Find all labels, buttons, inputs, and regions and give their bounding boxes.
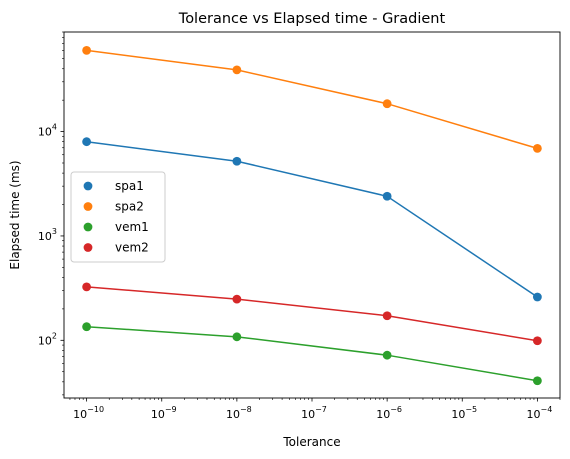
data-point-vem1-3 xyxy=(532,376,542,386)
x-tick-label: 10−9 xyxy=(151,405,177,421)
series-line-vem1 xyxy=(86,325,538,382)
data-point-spa2-2 xyxy=(382,99,392,109)
legend-label-spa2: spa2 xyxy=(115,200,144,214)
legend-label-spa1: spa1 xyxy=(115,179,144,193)
y-tick-label-exponent: 3 xyxy=(52,227,57,236)
y-tick-label-exponent: 4 xyxy=(52,123,57,132)
data-point-spa2-0 xyxy=(82,45,92,55)
y-tick-label-exponent: 2 xyxy=(52,331,57,340)
data-point-vem1-2 xyxy=(382,350,392,360)
legend-label-vem1: vem1 xyxy=(115,220,149,234)
x-tick-label-base: 10 xyxy=(151,408,165,421)
y-tick-label-base: 10 xyxy=(38,334,52,347)
x-tick-label-base: 10 xyxy=(376,408,390,421)
x-tick-label-exponent: −7 xyxy=(315,405,327,414)
x-axis-label: Tolerance xyxy=(282,435,340,449)
y-tick-label: 103 xyxy=(38,227,57,243)
x-tick-label: 10−10 xyxy=(73,405,104,421)
legend-marker-spa1 xyxy=(83,181,93,191)
data-point-vem2-1 xyxy=(232,294,242,304)
x-tick-label: 10−8 xyxy=(226,405,252,421)
x-tick-label: 10−7 xyxy=(301,405,327,421)
x-tick-label-base: 10 xyxy=(226,408,240,421)
y-axis-label: Elapsed time (ms) xyxy=(8,160,22,269)
legend-box xyxy=(70,171,166,263)
legend-marker-vem1 xyxy=(83,222,93,232)
x-tick-label: 10−6 xyxy=(376,405,402,421)
data-point-vem1-1 xyxy=(232,332,242,342)
series-line-vem2 xyxy=(86,286,538,342)
legend: spa1 spa2 vem1 vem2 xyxy=(70,171,166,263)
legend-marker-vem2 xyxy=(83,243,93,252)
x-tick-label: 10−4 xyxy=(526,405,552,421)
y-tick-label-base: 10 xyxy=(38,230,52,243)
x-tick-label: 10−5 xyxy=(451,405,477,421)
x-tick-label-exponent: −10 xyxy=(87,405,104,414)
series-line-spa1 xyxy=(86,140,538,298)
data-point-vem1-0 xyxy=(82,322,92,332)
y-tick-label: 104 xyxy=(38,123,57,139)
chart-title: Tolerance vs Elapsed time - Gradient xyxy=(178,11,446,27)
x-tick-label-exponent: −8 xyxy=(240,405,252,414)
data-point-spa1-1 xyxy=(232,156,242,166)
x-tick-label-base: 10 xyxy=(526,408,540,421)
data-point-vem2-0 xyxy=(82,282,92,292)
plot-area xyxy=(82,45,542,386)
x-tick-label-exponent: −5 xyxy=(465,405,477,414)
y-tick-label: 102 xyxy=(38,331,57,347)
y-tick-label-base: 10 xyxy=(38,126,52,139)
x-tick-label-base: 10 xyxy=(73,408,87,421)
data-point-vem2-3 xyxy=(532,336,542,346)
series-line-spa2 xyxy=(86,49,538,150)
x-tick-label-base: 10 xyxy=(451,408,465,421)
data-point-spa1-2 xyxy=(382,191,392,201)
x-tick-label-exponent: −6 xyxy=(390,405,402,414)
data-point-vem2-2 xyxy=(382,311,392,321)
legend-label-vem2: vem2 xyxy=(115,241,149,255)
data-point-spa2-1 xyxy=(232,65,242,75)
x-tick-label-exponent: −4 xyxy=(540,405,552,414)
data-point-spa1-0 xyxy=(82,137,92,147)
data-point-spa1-3 xyxy=(532,292,542,302)
data-point-spa2-3 xyxy=(532,144,542,153)
legend-marker-spa2 xyxy=(83,202,93,211)
x-tick-label-base: 10 xyxy=(301,408,315,421)
x-tick-label-exponent: −9 xyxy=(165,405,177,414)
